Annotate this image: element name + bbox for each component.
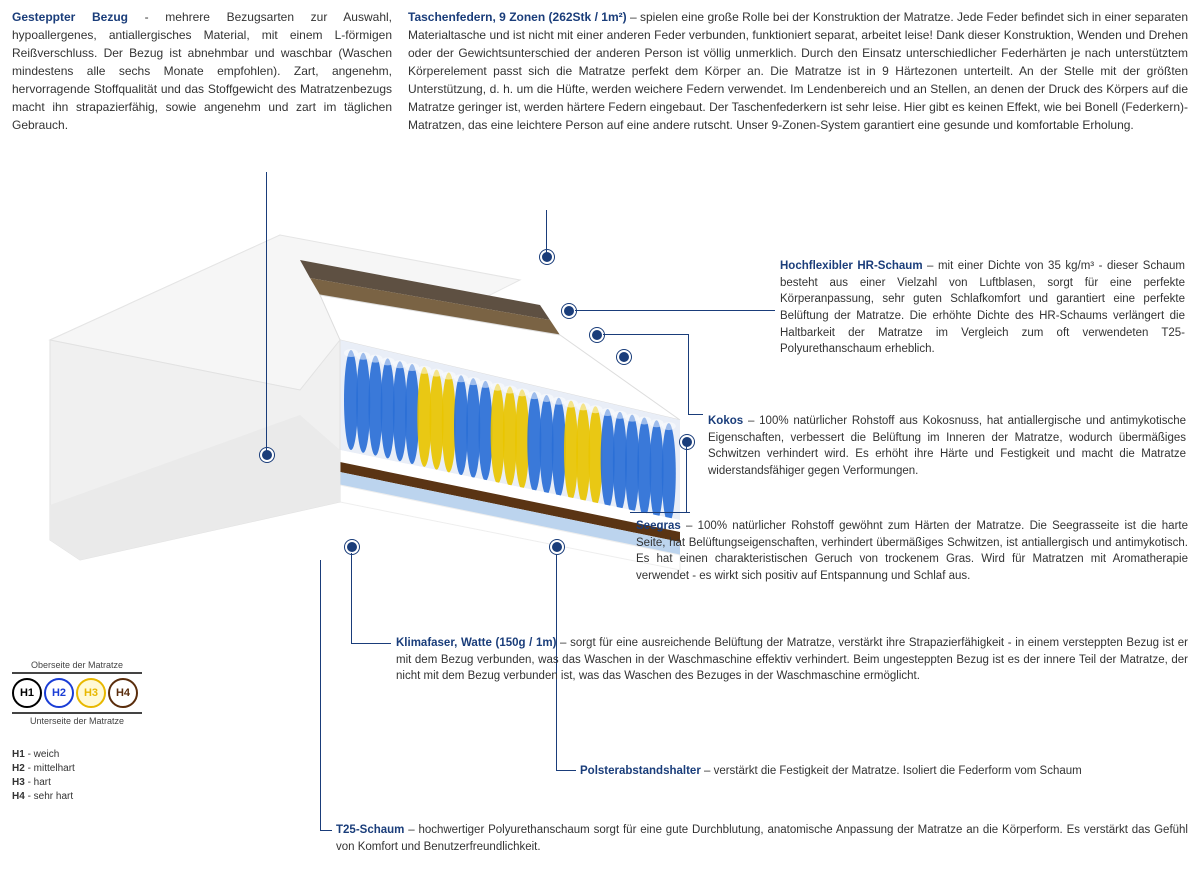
kokos-text: – 100% natürlicher Rohstoff aus Kokosnus… bbox=[708, 415, 1186, 477]
legend-list: H1 - weichH2 - mittelhartH3 - hartH4 - s… bbox=[12, 748, 142, 804]
leader-polster bbox=[556, 770, 576, 771]
firmness-circle-h2: H2 bbox=[44, 678, 74, 708]
springs-description: Taschenfedern, 9 Zonen (262Stk / 1m²) – … bbox=[408, 8, 1188, 134]
cover-text: - mehrere Bezugsarten zur Auswahl, hypoa… bbox=[12, 10, 392, 132]
springs-title: Taschenfedern, 9 Zonen (262Stk / 1m²) bbox=[408, 10, 627, 24]
seegras-text: – 100% natürlicher Rohstoff gewöhnt zum … bbox=[636, 520, 1188, 582]
legend-bottom-label: Unterseite der Matratze bbox=[12, 716, 142, 726]
desc-hr-schaum: Hochflexibler HR-Schaum – mit einer Dich… bbox=[780, 258, 1185, 358]
cover-description: Gesteppter Bezug - mehrere Bezugsarten z… bbox=[12, 8, 392, 134]
leader-seegras-v bbox=[686, 442, 687, 512]
marker-t25 bbox=[550, 540, 564, 554]
leader-hr bbox=[575, 310, 775, 311]
desc-klimafaser: Klimafaser, Watte (150g / 1m) – sorgt fü… bbox=[396, 635, 1188, 685]
top-text-row: Gesteppter Bezug - mehrere Bezugsarten z… bbox=[0, 0, 1200, 138]
legend-row: H2 - mittelhart bbox=[12, 762, 142, 776]
leader-springs bbox=[546, 210, 547, 255]
desc-kokos: Kokos – 100% natürlicher Rohstoff aus Ko… bbox=[708, 413, 1186, 480]
cover-title: Gesteppter Bezug bbox=[12, 10, 128, 24]
legend-line-top bbox=[12, 672, 142, 674]
firmness-circle-h1: H1 bbox=[12, 678, 42, 708]
leader-kokos-2 bbox=[688, 414, 703, 415]
firmness-circle-h4: H4 bbox=[108, 678, 138, 708]
firmness-legend: Oberseite der Matratze H1H2H3H4 Untersei… bbox=[12, 660, 142, 804]
marker-springs-top bbox=[540, 250, 554, 264]
springs-text: – spielen eine große Rolle bei der Konst… bbox=[408, 10, 1188, 132]
leader-kokos bbox=[603, 334, 688, 335]
desc-polster: Polsterabstandshalter – verstärkt die Fe… bbox=[580, 763, 1188, 780]
mattress-svg bbox=[40, 220, 700, 590]
seegras-title: Seegras bbox=[636, 520, 681, 532]
leader-t25-v bbox=[320, 560, 321, 830]
marker-klimafaser bbox=[345, 540, 359, 554]
leader-klima-v bbox=[351, 553, 352, 643]
marker-cover bbox=[260, 448, 274, 462]
leader-cover bbox=[266, 172, 267, 452]
leader-kokos-v bbox=[688, 334, 689, 414]
klima-title: Klimafaser, Watte (150g / 1m) bbox=[396, 637, 556, 649]
marker-kokos bbox=[590, 328, 604, 342]
leader-seegras bbox=[630, 512, 690, 513]
legend-row: H4 - sehr hart bbox=[12, 790, 142, 804]
t25-text: – hochwertiger Polyurethanschaum sorgt f… bbox=[336, 824, 1188, 853]
polster-title: Polsterabstandshalter bbox=[580, 765, 701, 777]
legend-row: H1 - weich bbox=[12, 748, 142, 762]
leader-t25 bbox=[320, 830, 332, 831]
hr-title: Hochflexibler HR-Schaum bbox=[780, 260, 923, 272]
legend-line-bottom bbox=[12, 712, 142, 714]
firmness-circle-h3: H3 bbox=[76, 678, 106, 708]
hr-text: – mit einer Dichte von 35 kg/m³ - dieser… bbox=[780, 260, 1185, 355]
desc-seegras: Seegras – 100% natürlicher Rohstoff gewö… bbox=[636, 518, 1188, 585]
marker-hr bbox=[562, 304, 576, 318]
desc-t25: T25-Schaum – hochwertiger Polyurethansch… bbox=[336, 822, 1188, 855]
mattress-illustration bbox=[40, 220, 700, 590]
legend-row: H3 - hart bbox=[12, 776, 142, 790]
kokos-title: Kokos bbox=[708, 415, 743, 427]
t25-title: T25-Schaum bbox=[336, 824, 404, 836]
marker-polster-top bbox=[617, 350, 631, 364]
legend-circles: H1H2H3H4 bbox=[12, 678, 142, 708]
leader-klima bbox=[351, 643, 391, 644]
legend-top-label: Oberseite der Matratze bbox=[12, 660, 142, 670]
marker-seegras bbox=[680, 435, 694, 449]
polster-text: – verstärkt die Festigkeit der Matratze.… bbox=[701, 765, 1082, 777]
